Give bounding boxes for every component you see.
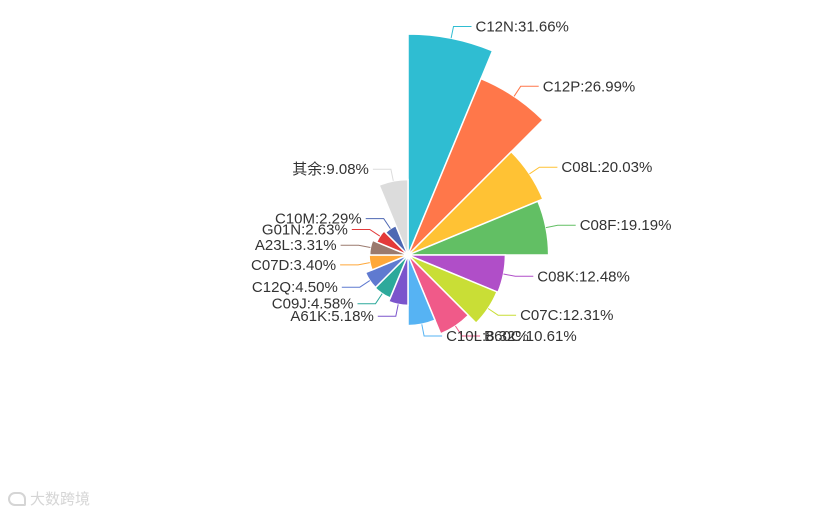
slice-label-c08f: C08F:19.19% <box>580 217 672 234</box>
pie-slice-c07c[interactable] <box>407 254 498 325</box>
slice-label-c07c: C07C:12.31% <box>520 307 613 324</box>
slice-label-b60c: B60C:10.61% <box>484 328 577 345</box>
slice-label-c12q: C12Q:4.50% <box>252 279 338 296</box>
leader-line-c07d <box>340 262 370 266</box>
slice-label-c12p: C12P:26.99% <box>543 78 636 95</box>
slice-label-c09j: C09J:4.58% <box>272 296 354 313</box>
slice-label-a61k: A61K:5.18% <box>290 308 373 325</box>
slice-label-c12n: C12N:31.66% <box>476 19 569 36</box>
swirl-logo-icon <box>8 491 26 506</box>
pie-slice-g01n[interactable] <box>375 229 409 256</box>
leader-line-a23l <box>340 244 371 248</box>
leader-line-c08k <box>503 273 534 277</box>
slice-label-c07d: C07D:3.40% <box>251 257 336 274</box>
leader-line-c09j <box>357 293 383 305</box>
leader-line-other <box>372 168 394 182</box>
leader-line-c12p <box>513 85 539 97</box>
leader-line-c10l <box>421 324 443 337</box>
leader-line-c12n <box>450 26 472 39</box>
pie-slice-b60c[interactable] <box>407 254 470 335</box>
leader-line-g01n <box>351 229 381 237</box>
slice-label-other: 其余:9.08% <box>292 160 369 178</box>
leader-line-a61k <box>377 304 399 317</box>
leader-line-c08l <box>529 166 558 175</box>
slice-label-c08k: C08K:12.48% <box>537 268 630 285</box>
pie-slice-other[interactable] <box>378 178 409 256</box>
leader-line-c07c <box>487 308 517 316</box>
slice-label-c10m: C10M:2.29% <box>275 211 362 228</box>
pie-slice-c12p[interactable] <box>407 77 545 256</box>
watermark-text: 大数跨境 <box>30 490 91 508</box>
slice-label-g01n: G01N:2.63% <box>262 222 348 239</box>
watermark: 大数跨境 <box>8 488 90 509</box>
pie-slice-c12n[interactable] <box>407 33 494 256</box>
leader-line-c08f <box>545 224 576 229</box>
leader-line-c10m <box>365 218 391 229</box>
slice-label-a23l: A23L:3.31% <box>255 237 337 254</box>
leader-line-b60c <box>454 325 481 337</box>
leader-line-c12q <box>341 280 371 288</box>
slice-label-c10l: C10L:8.32% <box>446 328 529 345</box>
pie-slice-c10l[interactable] <box>407 254 436 327</box>
slice-label-c08l: C08L:20.03% <box>561 159 652 176</box>
